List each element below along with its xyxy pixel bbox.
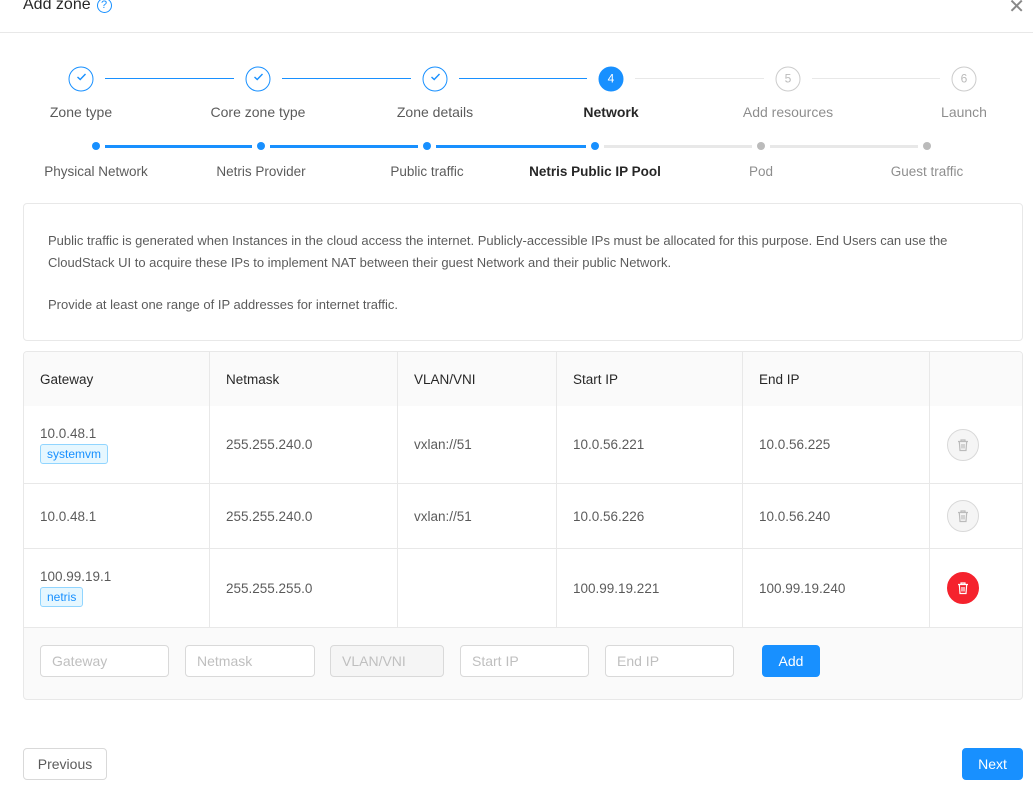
column-header: End IP (743, 352, 930, 406)
tag-badge: netris (40, 587, 84, 607)
gateway-value: 10.0.48.1 (40, 508, 97, 524)
substep-connector (604, 145, 752, 148)
substep-label: Netris Provider (216, 164, 306, 179)
gateway-input[interactable] (40, 645, 169, 677)
vlan-value: vxlan://51 (398, 406, 557, 483)
trash-icon (956, 581, 970, 595)
check-icon (422, 66, 448, 92)
close-icon[interactable]: ✕ (1008, 0, 1025, 18)
trash-icon (956, 438, 970, 452)
gateway-value: 10.0.48.1 (40, 425, 97, 441)
end-ip-value: 10.0.56.240 (743, 484, 930, 548)
substep-dot (92, 142, 100, 150)
add-button[interactable]: Add (762, 645, 820, 677)
table-row: 10.0.48.1 systemvm 255.255.240.0 vxlan://… (24, 406, 1022, 484)
start-ip-value: 100.99.19.221 (557, 549, 743, 627)
next-button[interactable]: Next (962, 748, 1023, 780)
step-number: 6 (951, 66, 977, 92)
step-connector (812, 78, 940, 79)
netmask-value: 255.255.240.0 (210, 484, 398, 548)
substep-dot (591, 142, 599, 150)
netmask-value: 255.255.240.0 (210, 406, 398, 483)
delete-button[interactable] (947, 428, 979, 461)
step-connector (635, 78, 764, 79)
step-label: Zone type (49, 104, 113, 120)
previous-button[interactable]: Previous (23, 748, 107, 780)
divider (0, 32, 1033, 33)
step-label: Core zone type (210, 104, 306, 120)
substep-connector (770, 145, 918, 148)
modal-title: Add zone? (23, 0, 112, 14)
table-row: 10.0.48.1 255.255.240.0 vxlan://51 10.0.… (24, 484, 1022, 549)
substep-connector (436, 145, 586, 148)
start-ip-value: 10.0.56.221 (557, 406, 743, 483)
netmask-value: 255.255.255.0 (210, 549, 398, 627)
substep-label: Netris Public IP Pool (529, 164, 661, 179)
step-connector (282, 78, 411, 79)
delete-button[interactable] (947, 500, 979, 532)
start-ip-input[interactable] (460, 645, 589, 677)
table-header: Gateway Netmask VLAN/VNI Start IP End IP (24, 352, 1022, 407)
description-text: Public traffic is generated when Instanc… (48, 233, 948, 270)
step-number: 5 (775, 66, 801, 92)
check-icon (68, 66, 94, 92)
description-box: Public traffic is generated when Instanc… (23, 203, 1023, 341)
netmask-input[interactable] (185, 645, 315, 677)
substep-connector (105, 145, 252, 148)
step-label: Add resources (742, 104, 834, 120)
trash-icon (956, 509, 970, 523)
vlan-input[interactable] (330, 645, 444, 677)
end-ip-value: 10.0.56.225 (743, 406, 930, 483)
step-number: 4 (598, 66, 624, 92)
step-connector (459, 78, 587, 79)
substep-dot (757, 142, 765, 150)
step-label: Launch (941, 104, 987, 120)
start-ip-value: 10.0.56.226 (557, 484, 743, 548)
vlan-value (398, 549, 557, 627)
substep-dot (423, 142, 431, 150)
tag-badge: systemvm (40, 443, 108, 464)
gateway-value: 100.99.19.1 (40, 569, 112, 584)
column-header: Netmask (210, 352, 398, 406)
step-label: Zone details (396, 104, 474, 120)
end-ip-value: 100.99.19.240 (743, 549, 930, 627)
substep-dot (923, 142, 931, 150)
ip-range-table: Gateway Netmask VLAN/VNI Start IP End IP 10.… (23, 351, 1023, 700)
step-label: Network (583, 104, 639, 120)
substep-dot (257, 142, 265, 150)
column-header: Start IP (557, 352, 743, 406)
substep-label: Physical Network (44, 164, 148, 179)
question-circle-icon[interactable]: ? (96, 0, 112, 13)
column-header: VLAN/VNI (398, 352, 557, 406)
substep-label: Public traffic (390, 164, 464, 179)
end-ip-input[interactable] (605, 645, 734, 677)
description-hint: Provide at least one range of IP address… (48, 297, 398, 312)
delete-button[interactable] (947, 572, 979, 604)
step-connector (105, 78, 234, 79)
substep-label: Pod (748, 164, 774, 179)
substep-label: Guest traffic (890, 164, 964, 179)
check-icon (245, 66, 271, 92)
table-row: 100.99.19.1 netris 255.255.255.0 100.99.1… (24, 549, 1022, 628)
vlan-value: vxlan://51 (398, 484, 557, 548)
substep-connector (270, 145, 418, 148)
column-header (930, 352, 1022, 406)
column-header: Gateway (24, 352, 210, 406)
